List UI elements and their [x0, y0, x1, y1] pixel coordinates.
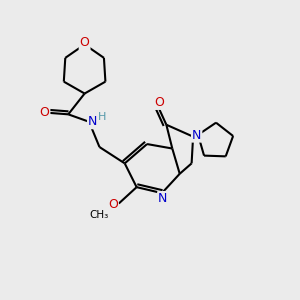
- Text: N: N: [192, 129, 201, 142]
- Text: O: O: [40, 106, 50, 119]
- Text: CH₃: CH₃: [90, 210, 109, 220]
- Text: H: H: [98, 112, 106, 122]
- Text: O: O: [108, 199, 118, 212]
- Text: N: N: [158, 192, 167, 205]
- Text: O: O: [154, 96, 164, 109]
- Text: N: N: [88, 115, 97, 128]
- Text: O: O: [80, 37, 89, 50]
